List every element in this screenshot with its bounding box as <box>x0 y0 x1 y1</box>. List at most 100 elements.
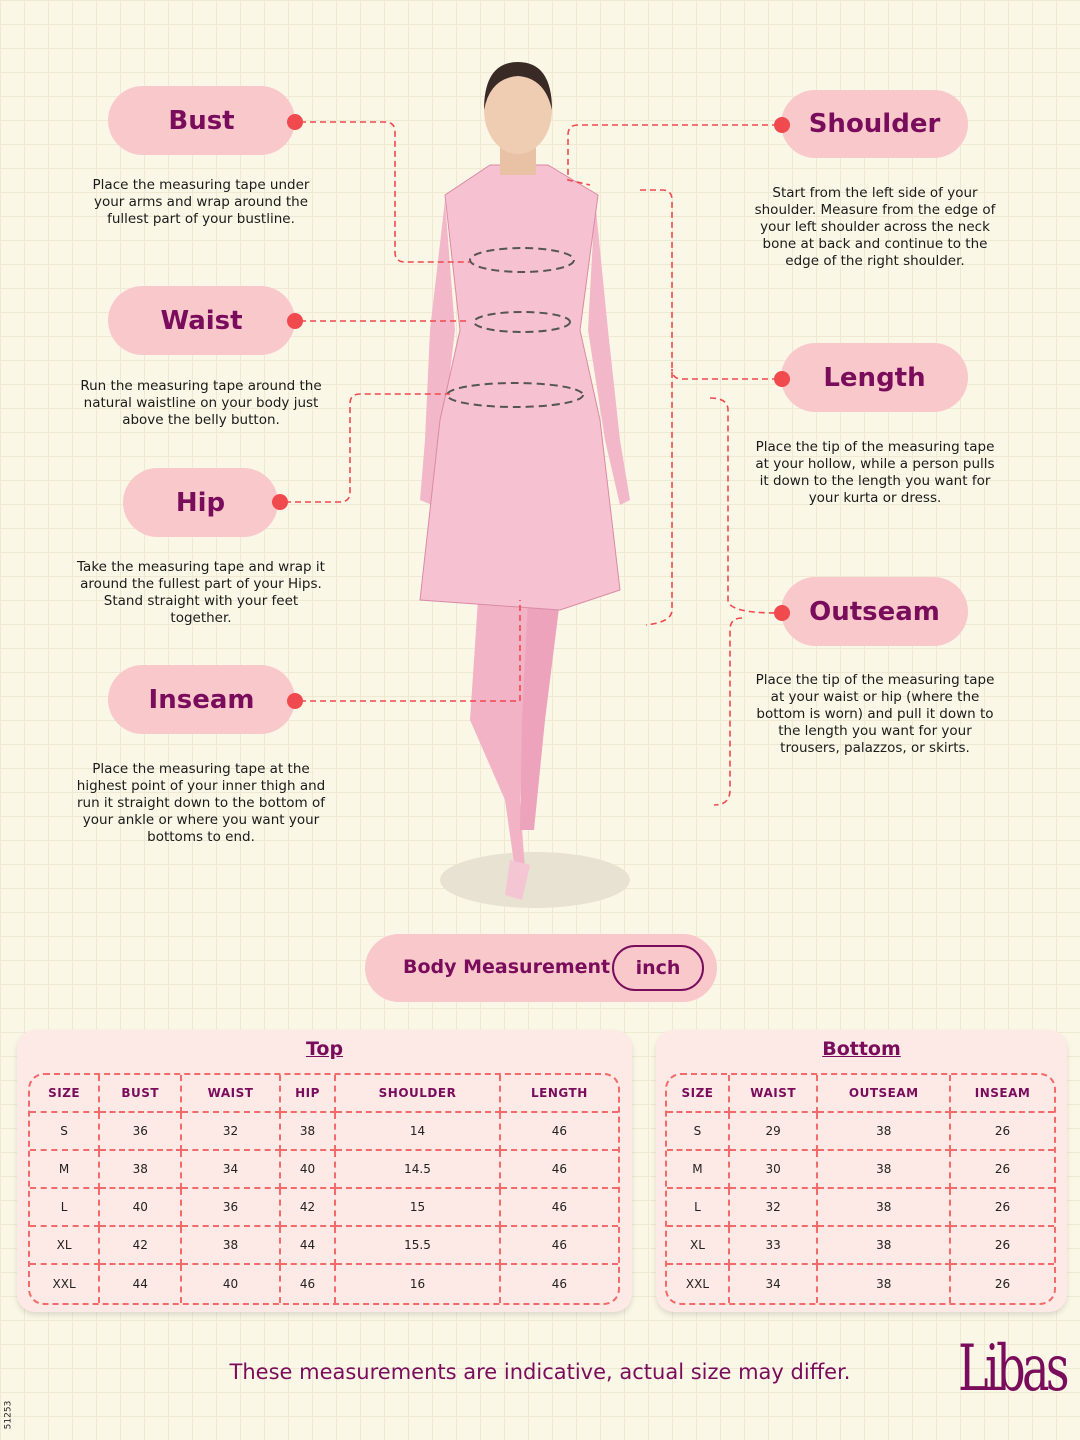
table-cell: M <box>667 1151 730 1189</box>
column-header: SIZE <box>667 1075 730 1113</box>
waist-label: Waist <box>108 286 295 355</box>
table-cell: 38 <box>818 1265 952 1303</box>
column-header: WAIST <box>729 1075 819 1113</box>
bottom-size-card: Bottom SIZE WAIST OUTSEAM INSEAM S 29 38 26 M 30 3… <box>656 1030 1067 1312</box>
bottom-table-title: Bottom <box>822 1038 901 1060</box>
table-cell: 16 <box>336 1265 501 1303</box>
top-table-title: Top <box>305 1038 344 1060</box>
table-cell: 30 <box>729 1151 819 1189</box>
table-cell: 46 <box>281 1265 337 1303</box>
table-cell: 14 <box>336 1113 501 1151</box>
table-cell: 38 <box>818 1151 952 1189</box>
table-cell: 36 <box>182 1189 281 1227</box>
waist-dot <box>287 313 303 329</box>
table-cell: M <box>30 1151 101 1189</box>
bottom-size-table: SIZE WAIST OUTSEAM INSEAM S 29 38 26 M 30 38 26 L 32 3… <box>665 1073 1056 1305</box>
table-cell: 14.5 <box>336 1151 501 1189</box>
table-cell: 36 <box>100 1113 183 1151</box>
length-description: Place the tip of the measuring tape at y… <box>755 439 995 506</box>
table-cell: 46 <box>500 1113 618 1151</box>
table-cell: 15.5 <box>336 1227 501 1265</box>
shoulder-label: Shoulder <box>781 90 968 158</box>
table-cell: XXL <box>667 1265 730 1303</box>
table-cell: 29 <box>729 1113 819 1151</box>
table-cell: 46 <box>500 1189 618 1227</box>
disclaimer-text: These measurements are indicative, actua… <box>229 1360 851 1384</box>
table-cell: 34 <box>730 1265 819 1303</box>
top-size-card: Top SIZE BUST WAIST HIP SHOULDER LENGTH S 36 32 3… <box>17 1030 632 1312</box>
table-cell: 15 <box>336 1189 501 1227</box>
table-row: XL 33 38 26 <box>667 1227 1054 1265</box>
table-row: S 36 32 38 14 46 <box>30 1113 618 1151</box>
table-cell: 38 <box>818 1113 952 1151</box>
column-header: INSEAM <box>951 1075 1054 1113</box>
bust-dot <box>287 114 303 130</box>
table-row: XXL 44 40 46 16 46 <box>30 1265 618 1303</box>
unit-toggle-inch[interactable]: inch <box>612 945 704 991</box>
hip-description: Take the measuring tape and wrap it arou… <box>77 559 325 626</box>
length-label: Length <box>781 343 968 412</box>
column-header: OUTSEAM <box>818 1075 952 1113</box>
outseam-label: Outseam <box>781 577 968 646</box>
length-dot <box>774 371 790 387</box>
table-cell: 26 <box>951 1189 1054 1227</box>
table-row: L 32 38 26 <box>667 1189 1054 1227</box>
table-cell: 32 <box>729 1189 819 1227</box>
table-cell: 38 <box>182 1227 281 1265</box>
table-cell: XXL <box>30 1265 101 1303</box>
table-cell: S <box>30 1113 101 1151</box>
waist-description: Run the measuring tape around the natura… <box>80 378 322 428</box>
table-cell: 44 <box>280 1227 337 1265</box>
unit-label: Body Measurement <box>403 956 611 978</box>
table-cell: 38 <box>818 1189 952 1227</box>
table-cell: S <box>667 1113 730 1151</box>
table-cell: XL <box>30 1227 101 1265</box>
inseam-description: Place the measuring tape at the highest … <box>76 761 326 845</box>
table-cell: 46 <box>500 1151 618 1189</box>
inseam-dot <box>287 693 303 709</box>
outseam-dot <box>774 605 790 621</box>
table-row: M 38 34 40 14.5 46 <box>30 1151 618 1189</box>
table-row: XL 42 38 44 15.5 46 <box>30 1227 618 1265</box>
table-cell: L <box>667 1189 730 1227</box>
shoulder-dot <box>774 117 790 133</box>
hip-dot <box>272 494 288 510</box>
table-cell: 26 <box>951 1113 1054 1151</box>
table-row: M 30 38 26 <box>667 1151 1054 1189</box>
table-cell: 40 <box>280 1151 337 1189</box>
bust-label: Bust <box>108 86 295 155</box>
column-header: BUST <box>100 1075 183 1113</box>
table-cell: 38 <box>280 1113 337 1151</box>
table-cell: XL <box>667 1227 730 1265</box>
column-header: WAIST <box>182 1075 281 1113</box>
hip-label: Hip <box>123 468 278 537</box>
header-row: SIZE BUST WAIST HIP SHOULDER LENGTH <box>30 1075 618 1113</box>
bust-description: Place the measuring tape under your arms… <box>92 177 310 227</box>
table-cell: 32 <box>182 1113 281 1151</box>
column-header: HIP <box>280 1075 337 1113</box>
table-cell: L <box>30 1189 101 1227</box>
table-row: XXL 34 38 26 <box>667 1265 1054 1303</box>
column-header: LENGTH <box>500 1075 618 1113</box>
table-cell: 26 <box>951 1227 1054 1265</box>
column-header: SIZE <box>30 1075 101 1113</box>
table-cell: 42 <box>280 1189 337 1227</box>
table-cell: 26 <box>994 1277 1011 1291</box>
product-code: 51253 <box>3 1400 14 1430</box>
table-cell: 26 <box>951 1151 1054 1189</box>
shoulder-description: Start from the left side of your shoulde… <box>754 185 996 269</box>
table-cell: 40 <box>100 1189 183 1227</box>
table-cell: 46 <box>500 1227 618 1265</box>
inseam-label: Inseam <box>108 665 295 734</box>
table-cell: 38 <box>818 1227 952 1265</box>
outseam-description: Place the tip of the measuring tape at y… <box>755 672 995 756</box>
figure-illustration <box>285 62 779 908</box>
table-cell: 44 <box>100 1265 183 1303</box>
column-header: SHOULDER <box>336 1075 501 1113</box>
unit-selector: Body Measurement inch <box>365 934 717 1002</box>
table-cell: 38 <box>100 1151 183 1189</box>
table-cell: 34 <box>182 1151 281 1189</box>
table-cell: 40 <box>182 1265 281 1303</box>
table-row: L 40 36 42 15 46 <box>30 1189 618 1227</box>
header-row: SIZE WAIST OUTSEAM INSEAM <box>667 1075 1054 1113</box>
